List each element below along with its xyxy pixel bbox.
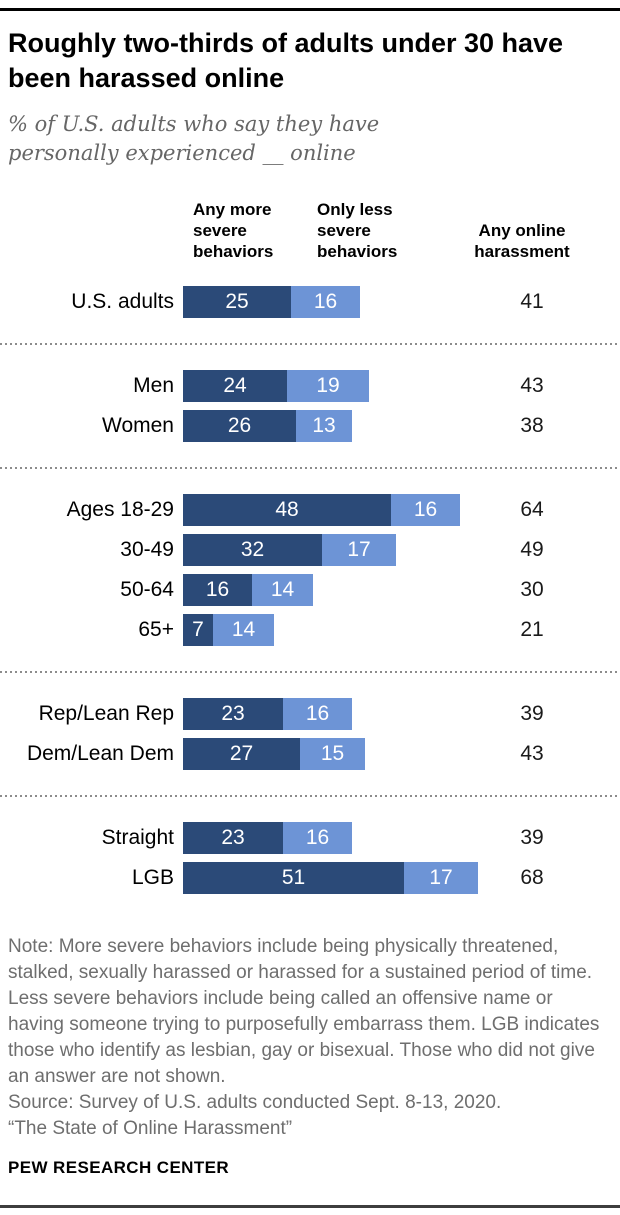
row-label: U.S. adults (71, 290, 174, 313)
group-divider (0, 671, 620, 673)
row-total: 68 (520, 866, 544, 889)
chart-row: U.S. adults 25 16 41 (0, 286, 620, 318)
bar-segment-less-severe: 19 (287, 370, 369, 402)
row-label: 50-64 (120, 578, 174, 601)
row-label: Straight (101, 826, 174, 849)
group-divider (0, 343, 620, 345)
group-divider (0, 795, 620, 797)
bar-segment-more-severe: 23 (183, 698, 283, 730)
bar-segment-more-severe: 26 (183, 410, 296, 442)
bar-segment-more-severe: 27 (183, 738, 300, 770)
bar-segment-less-severe: 15 (300, 738, 365, 770)
bar-segment-less-severe: 16 (283, 698, 352, 730)
chart-row: 65+ 7 14 21 (0, 614, 620, 646)
bar-segment-less-severe: 16 (391, 494, 460, 526)
row-total: 41 (520, 290, 544, 313)
bar-segment-more-severe: 24 (183, 370, 287, 402)
row-label: Men (133, 374, 174, 397)
bar-segment-less-severe: 17 (322, 534, 396, 566)
bar-segment-more-severe: 25 (183, 286, 291, 318)
stacked-bar: 24 19 (183, 370, 369, 402)
group-divider (0, 467, 620, 469)
chart-row: 30-49 32 17 49 (0, 534, 620, 566)
column-header-less-severe: Only less severe behaviors (317, 200, 398, 261)
row-label: Rep/Lean Rep (38, 702, 174, 725)
row-total: 39 (520, 826, 544, 849)
row-total: 30 (520, 578, 544, 601)
chart-row: Straight 23 16 39 (0, 822, 620, 854)
chart-row: LGB 51 17 68 (0, 862, 620, 894)
row-total: 43 (520, 742, 544, 765)
stacked-bar: 7 14 (183, 614, 274, 646)
column-header-more-severe: Any more severe behaviors (193, 200, 274, 261)
chart-row: Rep/Lean Rep 23 16 39 (0, 698, 620, 730)
top-rule (0, 8, 620, 11)
chart-row: Women 26 13 38 (0, 410, 620, 442)
bar-segment-more-severe: 7 (183, 614, 213, 646)
report-title: “The State of Online Harassment” (8, 1118, 293, 1139)
row-label: Ages 18-29 (66, 498, 174, 521)
bar-segment-more-severe: 51 (183, 862, 404, 894)
row-label: Dem/Lean Dem (26, 742, 174, 765)
chart-body: U.S. adults 25 16 41 Men 24 19 43 Women 26 13 38 Age… (0, 286, 620, 894)
stacked-bar: 48 16 (183, 494, 460, 526)
stacked-bar: 32 17 (183, 534, 396, 566)
bar-segment-more-severe: 32 (183, 534, 322, 566)
chart-row: Men 24 19 43 (0, 370, 620, 402)
chart-row: Ages 18-29 48 16 64 (0, 494, 620, 526)
stacked-bar: 23 16 (183, 822, 352, 854)
stacked-bar: 25 16 (183, 286, 360, 318)
note-text: Note: More severe behaviors include bein… (8, 936, 600, 1087)
stacked-bar: 51 17 (183, 862, 478, 894)
row-label: 30-49 (120, 538, 174, 561)
row-total: 64 (520, 498, 544, 521)
row-total: 43 (520, 374, 544, 397)
bar-segment-more-severe: 48 (183, 494, 391, 526)
row-label: Women (102, 414, 174, 437)
row-total: 21 (520, 618, 544, 641)
stacked-bar: 27 15 (183, 738, 365, 770)
bottom-rule (0, 1205, 620, 1208)
bar-segment-less-severe: 14 (213, 614, 274, 646)
bar-segment-less-severe: 17 (404, 862, 478, 894)
column-headers: Any more severe behaviors Only less seve… (0, 198, 620, 262)
stacked-bar: 23 16 (183, 698, 352, 730)
bar-segment-less-severe: 13 (296, 410, 352, 442)
bar-segment-more-severe: 16 (183, 574, 252, 606)
source-text: Source: Survey of U.S. adults conducted … (8, 1092, 502, 1113)
chart-title: Roughly two-thirds of adults under 30 ha… (8, 28, 564, 93)
row-label: 65+ (138, 618, 174, 641)
bar-segment-less-severe: 16 (291, 286, 360, 318)
row-label: LGB (131, 866, 174, 889)
chart-row: Dem/Lean Dem 27 15 43 (0, 738, 620, 770)
row-total: 39 (520, 702, 544, 725)
chart-subtitle: % of U.S. adults who say they have perso… (8, 112, 380, 165)
bar-segment-less-severe: 14 (252, 574, 313, 606)
footer-brand: PEW RESEARCH CENTER (8, 1158, 230, 1177)
row-total: 38 (520, 414, 544, 437)
column-header-total: Any online harassment (474, 221, 570, 261)
bar-segment-less-severe: 16 (283, 822, 352, 854)
stacked-bar: 16 14 (183, 574, 313, 606)
chart-row: 50-64 16 14 30 (0, 574, 620, 606)
bar-segment-more-severe: 23 (183, 822, 283, 854)
footnotes: Note: More severe behaviors include bein… (0, 934, 620, 1142)
row-total: 49 (520, 538, 544, 561)
stacked-bar: 26 13 (183, 410, 352, 442)
